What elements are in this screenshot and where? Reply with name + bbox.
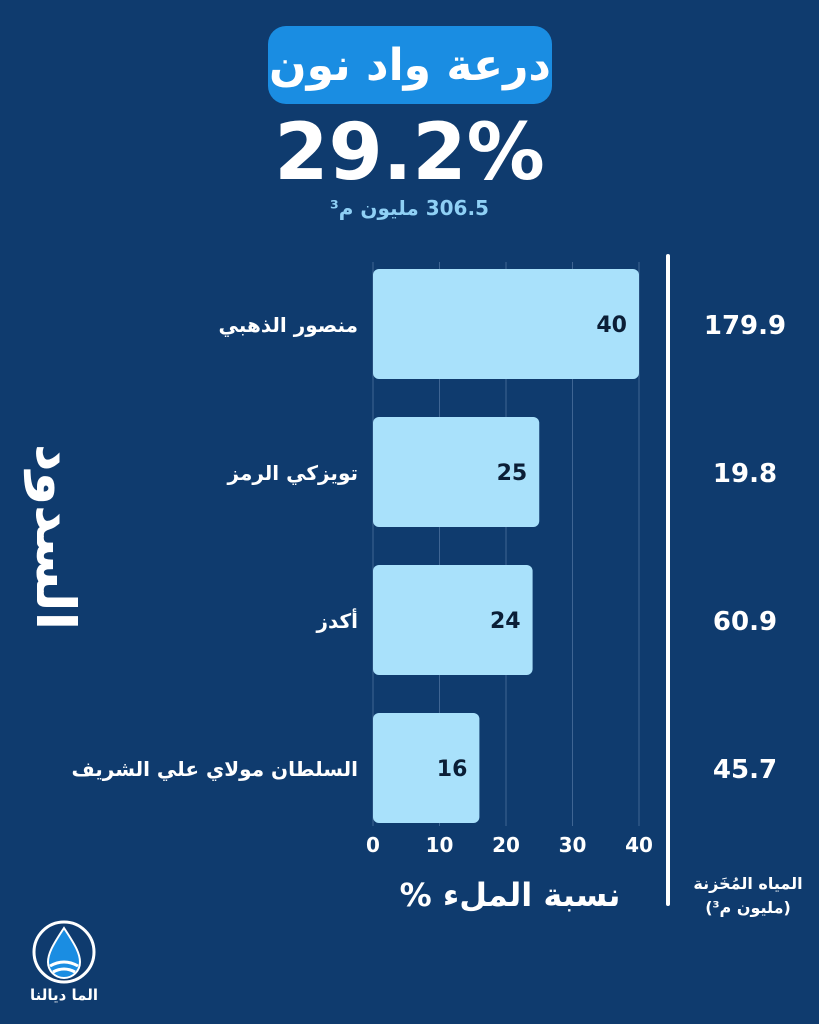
bar-value-label: 16	[437, 757, 468, 782]
bar-value-label: 40	[596, 313, 627, 338]
stored-volume-value: 179.9	[704, 311, 786, 341]
bar	[373, 565, 533, 675]
water-drop-logo-icon	[32, 920, 96, 984]
x-tick-label: 40	[625, 833, 653, 857]
stored-water-caption: المياه المُخَزنة (مليون م³)	[676, 872, 819, 920]
category-label: منصور الذهبي	[219, 313, 358, 338]
stored-volume-value: 45.7	[713, 755, 777, 785]
x-tick-label: 30	[559, 833, 587, 857]
x-tick-label: 10	[426, 833, 454, 857]
stored-caption-line1: المياه المُخَزنة	[693, 874, 803, 893]
column-divider	[666, 254, 670, 906]
bar-value-label: 24	[490, 609, 521, 634]
bar	[373, 417, 540, 527]
stored-caption-line2: (مليون م³)	[705, 898, 791, 917]
x-tick-label: 20	[492, 833, 520, 857]
category-label: السلطان مولاي علي الشريف	[71, 757, 358, 782]
bar	[373, 269, 639, 379]
fill-rate-headline: 29.2%	[274, 108, 545, 198]
category-label: أكدز	[315, 607, 358, 633]
region-title: درعة واد نون	[268, 26, 552, 104]
total-volume-subline: 306.5 مليون م³	[330, 196, 489, 220]
category-label: تويزكي الرمز	[227, 461, 358, 486]
x-tick-label: 0	[366, 833, 380, 857]
stored-volume-value: 60.9	[713, 607, 777, 637]
stored-volume-value: 19.8	[713, 459, 777, 489]
brand-name: الما ديالنا	[29, 986, 99, 1004]
bar-value-label: 25	[497, 461, 528, 486]
x-axis-label: نسبة الملء %	[399, 876, 621, 914]
bar	[373, 713, 480, 823]
